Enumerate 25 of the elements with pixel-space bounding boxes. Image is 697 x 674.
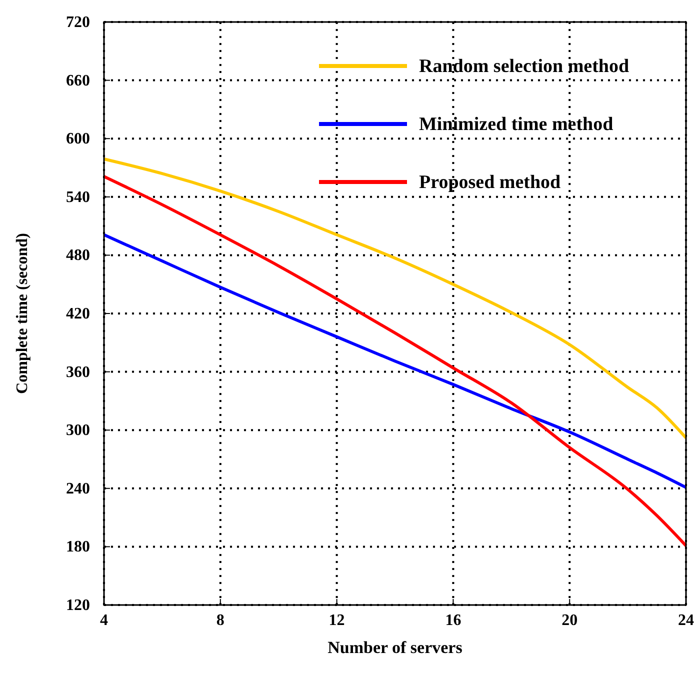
y-tick-label: 480: [66, 247, 90, 264]
y-tick-label: 540: [66, 188, 90, 206]
x-tick-label: 12: [328, 612, 345, 629]
x-tick-label: 16: [445, 612, 462, 629]
legend-label: Proposed method: [419, 172, 562, 193]
x-tick-label: 20: [562, 612, 578, 629]
y-axis-title: Complete time (second): [14, 233, 31, 394]
line-series: [102, 233, 688, 489]
x-tick-label: 4: [100, 612, 108, 629]
y-tick-label: 360: [66, 364, 90, 381]
y-tick-label: 300: [66, 422, 90, 440]
x-tick-label: 24: [678, 612, 694, 629]
line-series: [102, 158, 688, 440]
x-axis-title: Number of servers: [328, 638, 463, 657]
legend-label: Random selection method: [419, 56, 630, 77]
legend-label: Minimized time method: [419, 114, 614, 135]
x-tick-label: 8: [216, 612, 224, 629]
y-tick-label: 240: [66, 480, 90, 498]
y-tick-label: 660: [66, 72, 90, 90]
y-tick-label: 720: [66, 14, 90, 31]
line-series: [102, 174, 688, 548]
y-tick-label: 600: [66, 130, 90, 148]
y-tick-label: 420: [66, 306, 90, 322]
y-tick-label: 180: [66, 538, 90, 556]
y-tick-label: 120: [66, 597, 90, 614]
